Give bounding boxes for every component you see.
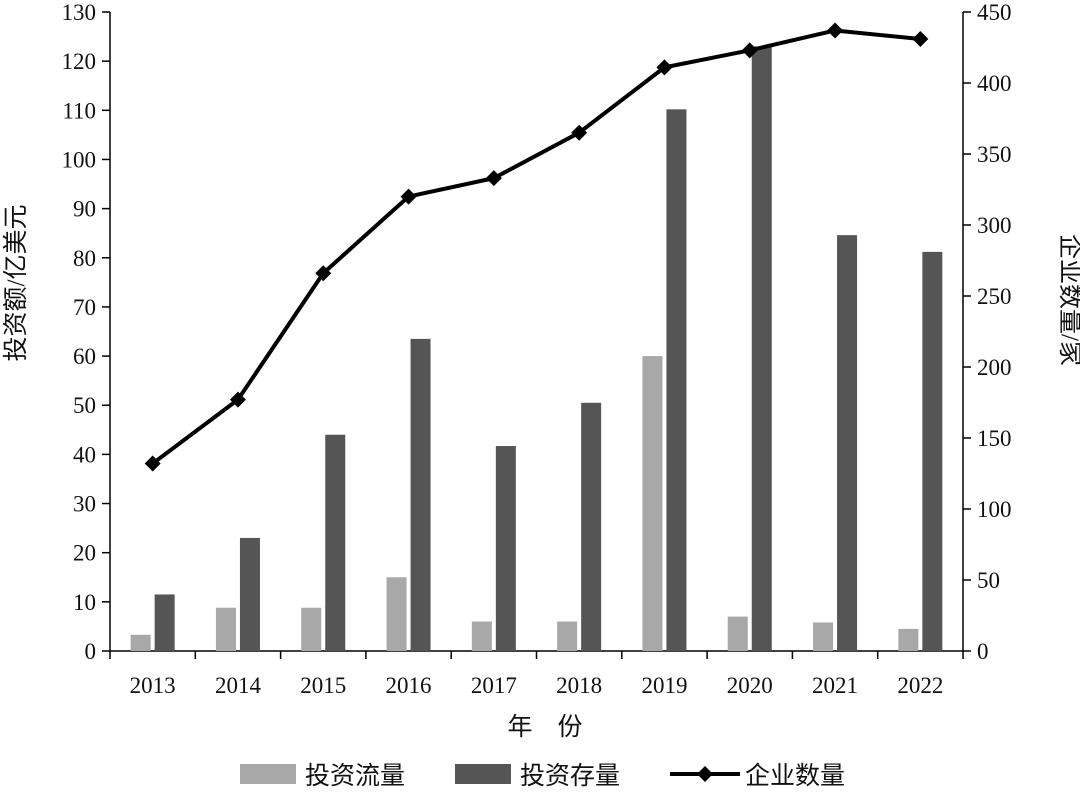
y2-tick-label: 300 [977,213,1012,238]
line-point-marker [741,42,758,59]
bar-stock [751,46,772,651]
y-tick-label: 10 [73,590,96,615]
x-tick-label: 2017 [471,673,517,698]
bar-stock [837,235,858,652]
legend-swatch-flow [240,764,296,784]
line-enterprise-count [151,28,921,466]
line-point-marker [912,30,929,47]
y2-tick-label: 350 [977,142,1012,167]
y-tick-label: 50 [73,393,96,418]
y-tick-label: 40 [73,442,96,467]
y-tick-label: 130 [62,0,97,25]
legend-label-flow: 投资流量 [305,762,405,789]
tick-labels: 0 10 20 30 40 50 60 70 80 90 100 110 120 130 0 50 100 150… [62,0,1012,698]
legend-label-count: 企业数量 [745,762,845,789]
bar-stock [239,537,260,651]
bar-flow [642,356,663,651]
bar-stock [495,446,516,651]
line-point-marker [827,22,844,39]
bar-flow [898,628,919,651]
bar-flow [386,577,407,651]
y2-tick-label: 200 [977,355,1012,380]
bar-stock [581,402,602,651]
bar-series [130,46,943,652]
y-tick-label: 0 [85,639,97,664]
bar-stock [922,251,943,651]
y2-tick-label: 100 [977,497,1012,522]
legend-label-stock: 投资存量 [520,762,620,789]
bar-stock [666,109,687,652]
bar-flow [727,616,748,651]
y-tick-label: 60 [73,344,96,369]
line-point-marker [656,59,673,76]
x-tick-label: 2013 [130,673,176,698]
line-point-marker [315,265,332,282]
y-axis-title: 投资额/亿美元 [2,205,30,362]
y2-tick-label: 400 [977,71,1012,96]
bar-stock [325,434,346,651]
x-tick-label: 2021 [812,673,858,698]
x-tick-label: 2016 [386,673,432,698]
x-tick-label: 2020 [727,673,773,698]
legend-swatch-stock [455,764,511,784]
line-point-marker [485,170,502,187]
line-point-marker [229,391,246,408]
y-tick-label: 30 [73,492,96,517]
y2-tick-label: 250 [977,284,1012,309]
x-tick-label: 2022 [897,673,943,698]
bar-flow [813,622,834,651]
bar-flow [301,607,322,651]
y2-tick-label: 50 [977,568,1000,593]
y-tick-label: 70 [73,295,96,320]
y2-axis-title: 企业数量/家 [1056,234,1080,366]
line-point-marker [400,188,417,205]
y-tick-label: 110 [62,98,96,123]
bar-stock [154,594,175,651]
y2-tick-label: 150 [977,426,1012,451]
bar-flow [215,607,236,651]
y-tick-label: 100 [62,147,97,172]
x-tick-label: 2015 [300,673,346,698]
x-axis-title: 年 份 [507,713,582,741]
line-series [144,22,929,472]
x-tick-label: 2014 [215,673,262,698]
bar-flow [130,634,151,651]
y-tick-label: 80 [73,246,96,271]
bar-flow [557,621,578,651]
y-tick-label: 20 [73,541,96,566]
y2-tick-label: 450 [977,0,1012,25]
axis-titles: 年 份 投资额/亿美元 企业数量/家 [2,205,1080,741]
legend-marker-count [697,766,713,782]
line-point-marker [144,455,161,472]
y-tick-label: 120 [62,49,97,74]
x-tick-label: 2018 [556,673,602,698]
bar-flow [471,621,492,651]
y2-tick-label: 0 [977,639,989,664]
line-point-marker [571,124,588,141]
x-tick-label: 2019 [641,673,687,698]
legend: 投资流量 投资存量 企业数量 [240,762,845,790]
bar-stock [410,338,431,651]
y-tick-label: 90 [73,197,96,222]
